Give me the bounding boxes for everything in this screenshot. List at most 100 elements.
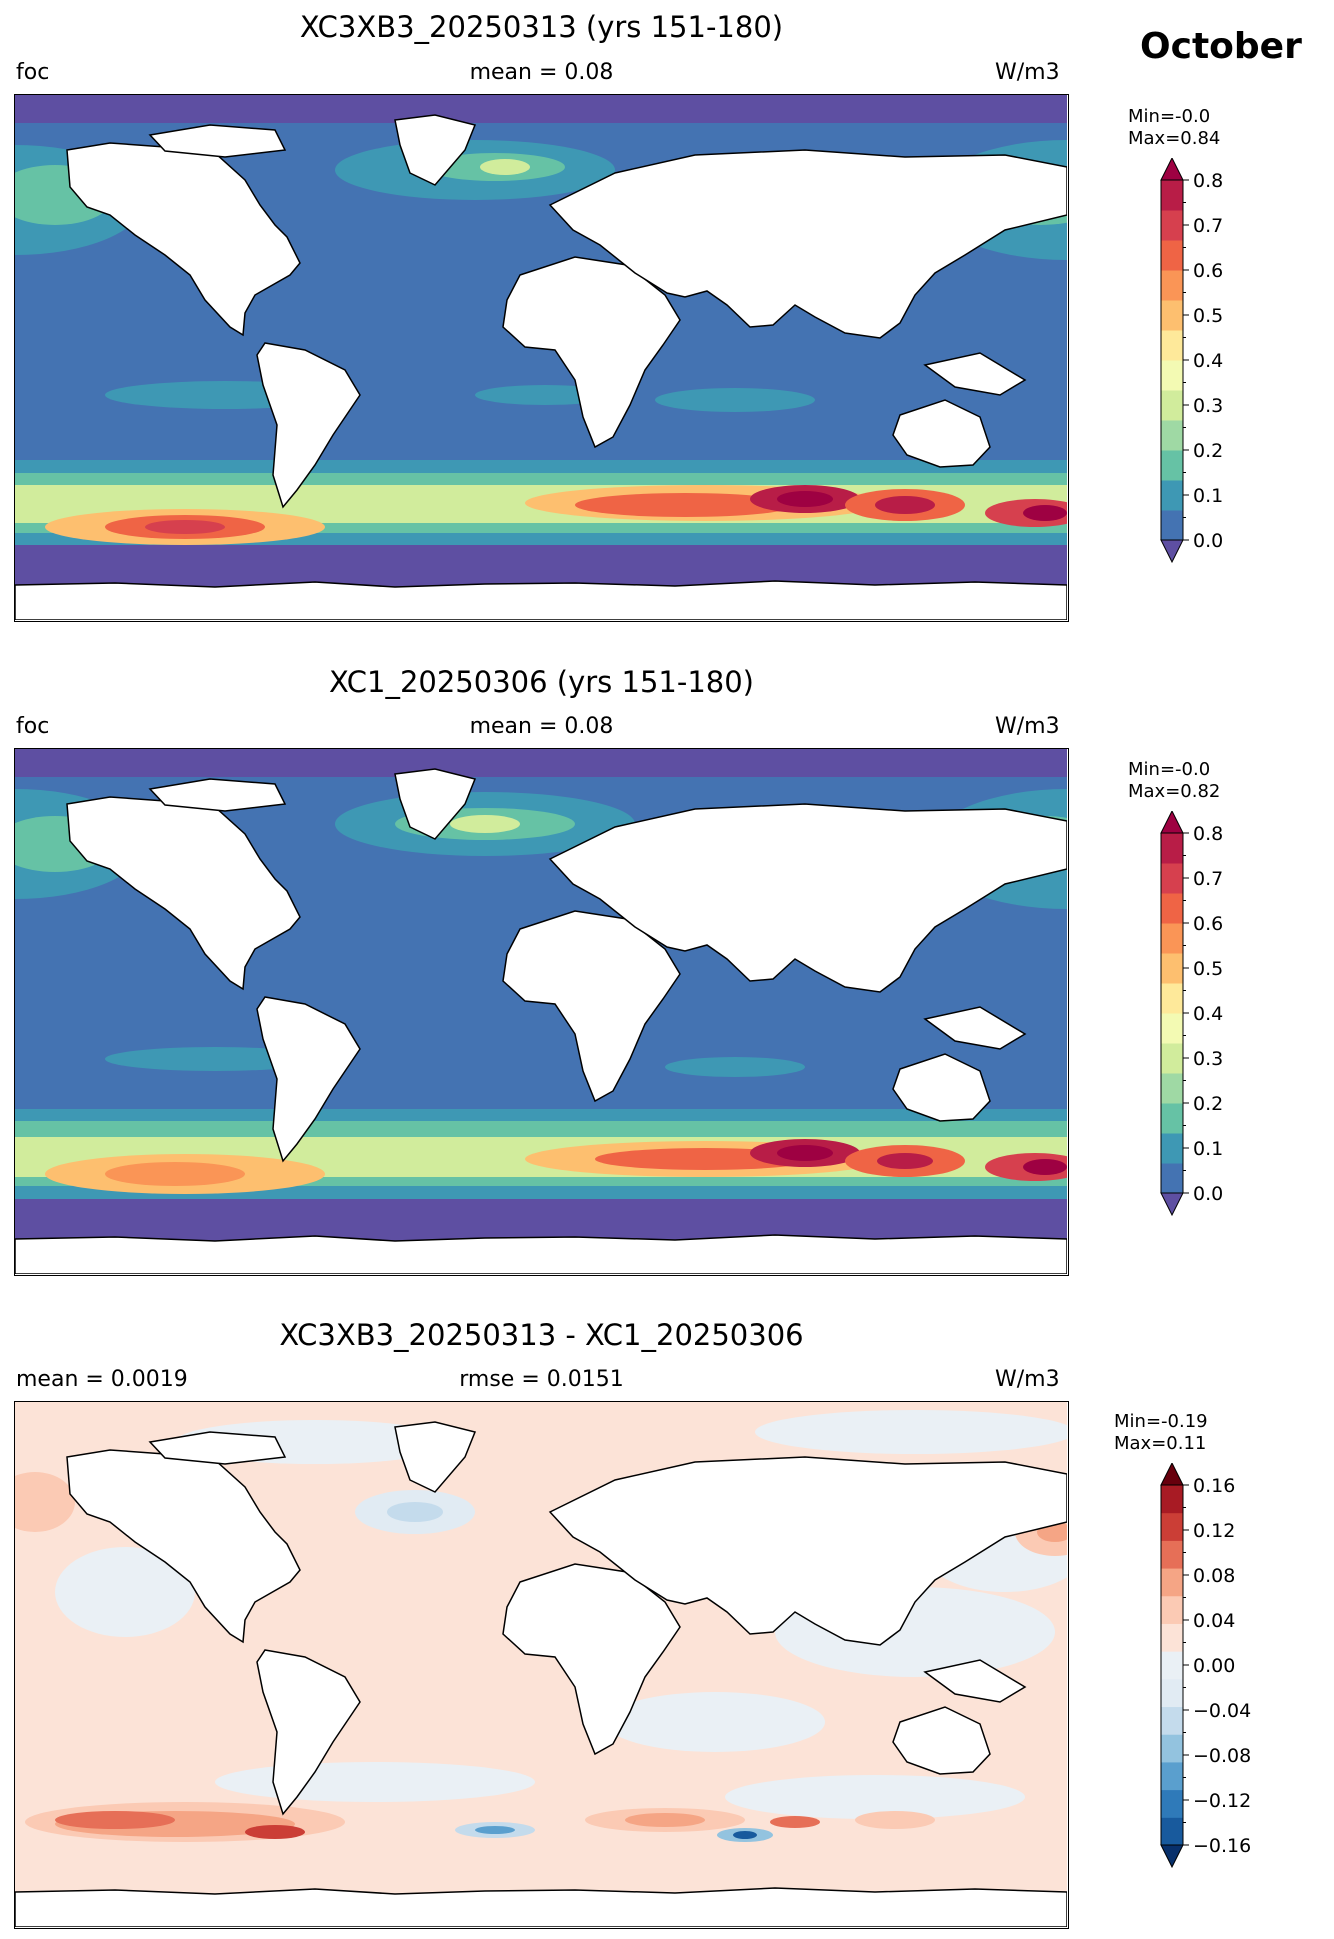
colorbar-tick-label: 0.2 (1193, 1093, 1223, 1115)
colorbar-band (1161, 1789, 1183, 1818)
colorbar-tick-label: 0.3 (1193, 395, 1223, 417)
panel-1-max-text: Max=0.84 (1128, 128, 1221, 149)
panel-2-mean-label: mean = 0.08 (469, 714, 614, 739)
colorbar-tick-label: 0.6 (1193, 260, 1223, 282)
colorbar-tick-label: 0.8 (1193, 823, 1223, 845)
colorbar-tick-label: 0.4 (1193, 1003, 1223, 1025)
colorbar-band (1161, 983, 1183, 1014)
panel-2-colorbar-svg: 0.0 0.1 0.2 0.3 0.4 0.5 0.6 0.7 0.8 (1160, 809, 1223, 1217)
colorbar-tick-label: 0.1 (1193, 1138, 1223, 1160)
colorbar-band (1161, 1706, 1183, 1735)
panel-2-units-label: W/m3 (995, 714, 1060, 739)
panel-1-field (15, 95, 1067, 620)
colorbar-extend-min (1160, 1192, 1184, 1217)
colorbar-tick-label: 0.3 (1193, 1048, 1223, 1070)
colorbar-band (1161, 1595, 1183, 1624)
panel-3-colorbar-svg: −0.16 −0.12 −0.08 −0.04 0.00 0.04 0.08 0.12 0.16 (1160, 1461, 1251, 1869)
colorbar-band (1161, 893, 1183, 924)
colorbar-band (1161, 360, 1183, 391)
colorbar-band (1161, 450, 1183, 481)
colorbar-band (1161, 1103, 1183, 1134)
colorbar-band (1161, 510, 1183, 541)
panel-3-units-label: W/m3 (995, 1367, 1060, 1392)
panel-1-variable-label: foc (16, 60, 50, 85)
colorbar-band (1161, 180, 1183, 211)
colorbar-band (1161, 953, 1183, 984)
colorbar-tick-label: 0.0 (1193, 530, 1223, 552)
panel-3-title: XC3XB3_20250313 - XC1_20250306 (279, 1318, 804, 1352)
colorbar-band (1161, 1512, 1183, 1541)
panel-1-mean-label: mean = 0.08 (469, 60, 614, 85)
panel-1-colorbar: 0.0 0.1 0.2 0.3 0.4 0.5 0.6 0.7 0.8 (1160, 156, 1300, 574)
colorbar-band (1161, 420, 1183, 451)
panel-2-variable-label: foc (16, 714, 50, 739)
colorbar-tick-label: 0.08 (1193, 1565, 1235, 1587)
colorbar-extend-min (1160, 1844, 1184, 1869)
colorbar-band (1161, 863, 1183, 894)
colorbar-extend-max (1160, 1461, 1184, 1486)
colorbar-tick-label: 0.04 (1193, 1610, 1235, 1632)
panel-1-min-text: Min=-0.0 (1128, 106, 1211, 127)
colorbar-band (1161, 1133, 1183, 1164)
panel-3-field (15, 1402, 1067, 1927)
colorbar-tick-label: 0.8 (1193, 170, 1223, 192)
colorbar-tick-label: −0.08 (1193, 1745, 1251, 1767)
colorbar-band (1161, 480, 1183, 511)
colorbar-band (1161, 1043, 1183, 1074)
panel-2-colorbar: 0.0 0.1 0.2 0.3 0.4 0.5 0.6 0.7 0.8 (1160, 809, 1300, 1227)
colorbar-tick-label: 0.1 (1193, 485, 1223, 507)
colorbar-extend-min (1160, 539, 1184, 564)
colorbar-tick-label: 0.16 (1193, 1475, 1235, 1497)
colorbar-tick-label: −0.04 (1193, 1700, 1251, 1722)
colorbar-band (1161, 833, 1183, 864)
colorbar-band (1161, 270, 1183, 301)
colorbar-band (1161, 210, 1183, 241)
panel-3-colorbar: −0.16 −0.12 −0.08 −0.04 0.00 0.04 0.08 0.12 0.16 (1160, 1461, 1300, 1879)
colorbar-tick-label: 0.6 (1193, 913, 1223, 935)
month-title: October (1140, 26, 1302, 67)
colorbar-band (1161, 1013, 1183, 1044)
colorbar-extend-max (1160, 809, 1184, 834)
colorbar-tick-label: 0.4 (1193, 350, 1223, 372)
colorbar-band (1161, 300, 1183, 331)
colorbar-band (1161, 390, 1183, 421)
panel-3-map (14, 1401, 1069, 1929)
panel-3-min-text: Min=-0.19 (1114, 1411, 1208, 1432)
colorbar-band (1161, 1163, 1183, 1194)
colorbar-band (1161, 1540, 1183, 1569)
panel-2-field (15, 749, 1067, 1274)
panel-1-units-label: W/m3 (995, 60, 1060, 85)
colorbar-band (1161, 1734, 1183, 1763)
panel-2-min-text: Min=-0.0 (1128, 759, 1211, 780)
panel-2-title: XC1_20250306 (yrs 151-180) (329, 665, 754, 699)
colorbar-band (1161, 1073, 1183, 1104)
colorbar-band (1161, 1678, 1183, 1708)
colorbar-tick-label: 0.0 (1193, 1183, 1223, 1205)
panel-2-map (14, 748, 1069, 1276)
panel-1-colorbar-svg: 0.0 0.1 0.2 0.3 0.4 0.5 0.6 0.7 0.8 (1160, 156, 1223, 564)
panel-3-mean-label: mean = 0.0019 (16, 1367, 188, 1392)
colorbar-band (1161, 1817, 1183, 1846)
colorbar-band (1161, 1485, 1183, 1514)
colorbar-band (1161, 1651, 1183, 1680)
panel-1-title: XC3XB3_20250313 (yrs 151-180) (299, 10, 784, 44)
colorbar-band (1161, 1623, 1183, 1652)
colorbar-band (1161, 1568, 1183, 1597)
colorbar-tick-label: −0.12 (1193, 1790, 1251, 1812)
colorbar-tick-label: 0.00 (1193, 1655, 1235, 1677)
panel-3-rmse-label: rmse = 0.0151 (459, 1367, 624, 1392)
colorbar-tick-label: −0.16 (1193, 1835, 1251, 1857)
panel-3-max-text: Max=0.11 (1114, 1433, 1207, 1454)
colorbar-band (1161, 1761, 1183, 1791)
colorbar-tick-label: 0.12 (1193, 1520, 1235, 1542)
colorbar-tick-label: 0.5 (1193, 305, 1223, 327)
colorbar-tick-label: 0.5 (1193, 958, 1223, 980)
colorbar-tick-label: 0.2 (1193, 440, 1223, 462)
colorbar-band (1161, 923, 1183, 954)
panel-2-max-text: Max=0.82 (1128, 781, 1221, 802)
colorbar-band (1161, 240, 1183, 271)
colorbar-extend-max (1160, 156, 1184, 181)
colorbar-tick-label: 0.7 (1193, 215, 1223, 237)
panel-1-map (14, 94, 1069, 622)
colorbar-tick-label: 0.7 (1193, 868, 1223, 890)
